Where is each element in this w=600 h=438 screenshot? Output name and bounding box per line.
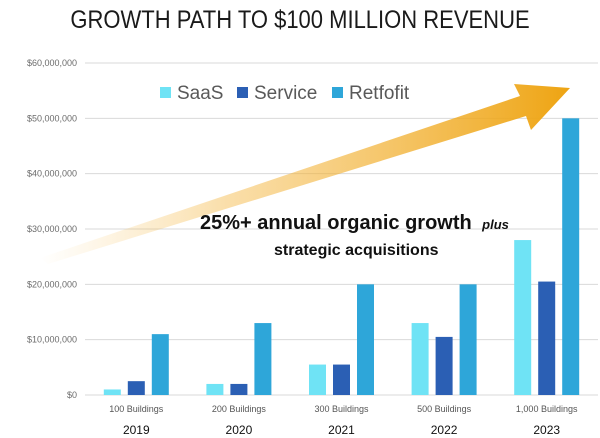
x-year-label: 2019	[123, 423, 150, 437]
legend: SaaS Service Retfofit	[160, 83, 410, 104]
annotation-main-text: 25%+ annual organic growth	[200, 212, 472, 234]
x-category-label: 1,000 Buildings	[516, 404, 578, 414]
x-axis: 100 Buildings 2019 200 Buildings 2020 300 Bu…	[109, 404, 578, 437]
x-year-label: 2021	[328, 423, 355, 437]
bar-saas-2021	[309, 364, 326, 395]
y-tick-label: $30,000,000	[27, 224, 77, 234]
bar-service-2023	[538, 281, 556, 395]
growth-arrow-body	[40, 84, 570, 264]
chart-title: GROWTH PATH TO $100 MILLION REVENUE	[70, 6, 530, 34]
legend-swatch-service	[237, 87, 248, 98]
y-tick-label: $10,000,000	[27, 335, 77, 345]
bar-retfofit-2022	[459, 284, 477, 395]
growth-arrow	[40, 84, 570, 264]
annotation-plus-text: plus	[481, 217, 509, 232]
y-tick-label: $50,000,000	[27, 113, 77, 123]
legend-swatch-retfofit	[332, 87, 343, 98]
x-category-label: 300 Buildings	[314, 404, 369, 414]
x-category-label: 200 Buildings	[212, 404, 267, 414]
x-category-label: 100 Buildings	[109, 404, 164, 414]
x-year-label: 2022	[431, 423, 458, 437]
bar-saas-2023	[514, 240, 532, 395]
x-year-label: 2023	[533, 423, 560, 437]
bar-saas-2022	[411, 323, 429, 395]
y-axis: $0 $10,000,000 $20,000,000 $30,000,000 $40,0…	[27, 58, 77, 400]
y-tick-label: $0	[67, 390, 77, 400]
legend-label-retfofit: Retfofit	[349, 83, 410, 104]
annotation-line2: strategic acquisitions	[274, 242, 439, 259]
legend-label-service: Service	[254, 83, 317, 104]
y-tick-label: $60,000,000	[27, 58, 77, 68]
x-category-label: 500 Buildings	[417, 404, 472, 414]
x-year-label: 2020	[226, 423, 253, 437]
bar-retfofit-2020	[254, 323, 272, 395]
bar-service-2022	[435, 336, 453, 395]
bar-service-2021	[333, 364, 350, 395]
legend-label-saas: SaaS	[177, 83, 223, 104]
bar-retfofit-2021	[357, 284, 374, 395]
bar-saas-2019	[103, 389, 121, 395]
bar-service-2020	[230, 383, 248, 395]
bar-saas-2020	[206, 383, 224, 395]
bars	[103, 118, 580, 395]
annotation: 25%+ annual organic growth plus strategi…	[200, 212, 509, 259]
y-tick-label: $20,000,000	[27, 279, 77, 289]
legend-swatch-saas	[160, 87, 171, 98]
bar-retfofit-2019	[151, 334, 169, 395]
bar-service-2019	[127, 381, 145, 395]
y-tick-label: $40,000,000	[27, 169, 77, 179]
bar-retfofit-2023	[562, 118, 580, 395]
annotation-line1: 25%+ annual organic growth plus	[200, 212, 509, 234]
